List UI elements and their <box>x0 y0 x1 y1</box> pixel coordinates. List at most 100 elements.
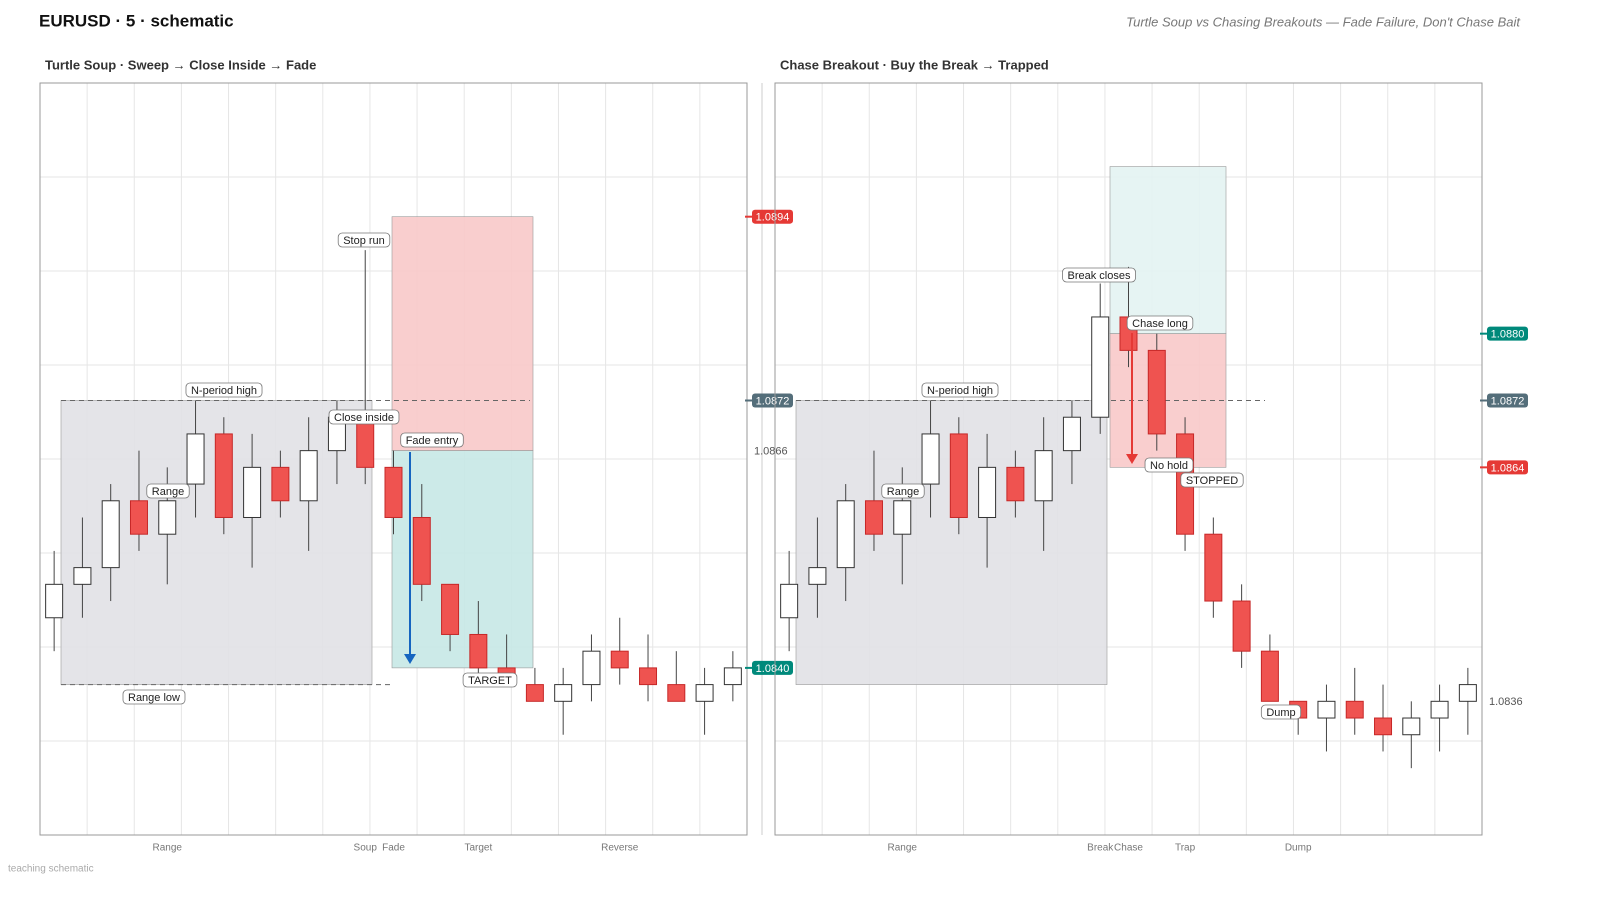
x-tick-label: Soup <box>354 843 378 854</box>
candle-body <box>129 500 148 535</box>
annotation-box <box>185 382 263 398</box>
annotation-box <box>1126 315 1194 331</box>
annotation-box <box>1180 472 1244 488</box>
x-tick-label: Chase <box>1114 843 1143 854</box>
annotation-box <box>337 232 391 248</box>
candle-body <box>1430 700 1449 719</box>
price-tag-label: 1.0872 <box>756 395 790 407</box>
x-tick-label: Range <box>888 843 918 854</box>
candle-body <box>412 516 431 585</box>
price-tag <box>1487 460 1528 475</box>
x-tick-label: Fade <box>382 843 405 854</box>
candle-body <box>1147 349 1166 435</box>
candle-body <box>1204 533 1223 602</box>
annotation: No hold <box>1150 460 1188 472</box>
candle-body <box>243 466 262 518</box>
plot-frame <box>39 82 748 836</box>
candle-body <box>667 684 686 702</box>
annotation-box <box>1062 267 1136 283</box>
price-label: 1.0866 <box>754 446 788 458</box>
candle-body <box>949 433 968 518</box>
price-label: 1.0836 <box>1489 696 1523 708</box>
annotation-box <box>122 689 186 705</box>
candle-body <box>1062 416 1081 452</box>
chart-subtitle: Turtle Soup vs Chasing Breakouts — Fade … <box>1126 14 1521 29</box>
candle-body <box>864 500 883 535</box>
candle-body <box>158 500 177 535</box>
x-tick-label: Break <box>1087 843 1114 854</box>
candle-body <box>780 583 799 619</box>
annotation: Dump <box>1266 707 1295 719</box>
candle-body <box>1317 700 1336 719</box>
candle-body <box>723 667 742 686</box>
annotation: Fade entry <box>406 435 459 447</box>
price-tag-label: 1.0894 <box>756 212 790 224</box>
panel-title: Chase Breakout · Buy the Break → Trapped <box>780 57 1049 72</box>
x-tick-label: Reverse <box>601 843 639 854</box>
candle-body <box>525 684 544 702</box>
candle-body <box>469 633 488 669</box>
annotation-box <box>462 672 518 688</box>
annotation-box <box>921 382 999 398</box>
price-tag-label: 1.0864 <box>1491 462 1525 474</box>
x-tick-label: Dump <box>1285 843 1312 854</box>
annotation: STOPPED <box>1186 475 1238 487</box>
chart-title: EURUSD · 5 · schematic <box>39 11 234 30</box>
candle-body <box>921 433 940 485</box>
price-tag-label: 1.0880 <box>1491 329 1525 341</box>
candle-body <box>45 583 64 619</box>
plot-frame <box>774 82 1483 836</box>
candle-body <box>271 466 290 502</box>
arrow-head <box>404 654 416 664</box>
annotation: N-period high <box>191 385 257 397</box>
annotation: Range low <box>128 692 180 704</box>
zone <box>391 216 534 451</box>
annotation-box <box>328 409 400 425</box>
candle-body <box>356 416 375 468</box>
candle-body <box>554 684 573 702</box>
annotation: Chase long <box>1132 318 1188 330</box>
panel-title: Turtle Soup · Sweep → Close Inside → Fad… <box>45 57 316 72</box>
candle-body <box>1458 684 1477 702</box>
annotation: N-period high <box>927 385 993 397</box>
candle-body <box>582 650 601 686</box>
candle-body <box>836 500 855 569</box>
candle-body <box>1402 717 1421 736</box>
arrow-head <box>1126 454 1138 464</box>
candle-body <box>808 567 827 585</box>
candle-body <box>1232 600 1251 652</box>
candle-body <box>639 667 658 686</box>
candle-body <box>73 567 92 585</box>
price-tag <box>752 660 793 675</box>
x-tick-label: Range <box>153 843 183 854</box>
candle-body <box>101 500 120 569</box>
x-tick-label: Target <box>464 843 492 854</box>
price-tag <box>1487 393 1528 408</box>
annotation-box <box>1144 457 1194 473</box>
price-tag-label: 1.0872 <box>1491 395 1525 407</box>
footer: teaching schematic <box>8 864 94 875</box>
annotation-box <box>400 432 464 448</box>
candle-body <box>1034 450 1053 502</box>
annotation: Range <box>152 486 184 498</box>
annotation-box <box>146 483 190 499</box>
x-tick-label: Trap <box>1175 843 1196 854</box>
candle-body <box>1260 650 1279 702</box>
annotation-box <box>1260 704 1302 720</box>
price-tag <box>752 393 793 408</box>
candle-body <box>610 650 629 669</box>
candle-body <box>1374 717 1393 736</box>
candle-body <box>1006 466 1025 502</box>
price-tag-label: 1.0840 <box>756 663 790 675</box>
candle-body <box>978 466 997 518</box>
price-tag <box>1487 326 1528 341</box>
candle-body <box>441 583 460 635</box>
zone <box>1109 166 1227 334</box>
candle-body <box>695 684 714 702</box>
candle-body <box>214 433 233 518</box>
annotation: TARGET <box>468 675 512 687</box>
annotation-box <box>881 483 925 499</box>
price-tag <box>752 209 793 224</box>
annotation: Range <box>887 486 919 498</box>
